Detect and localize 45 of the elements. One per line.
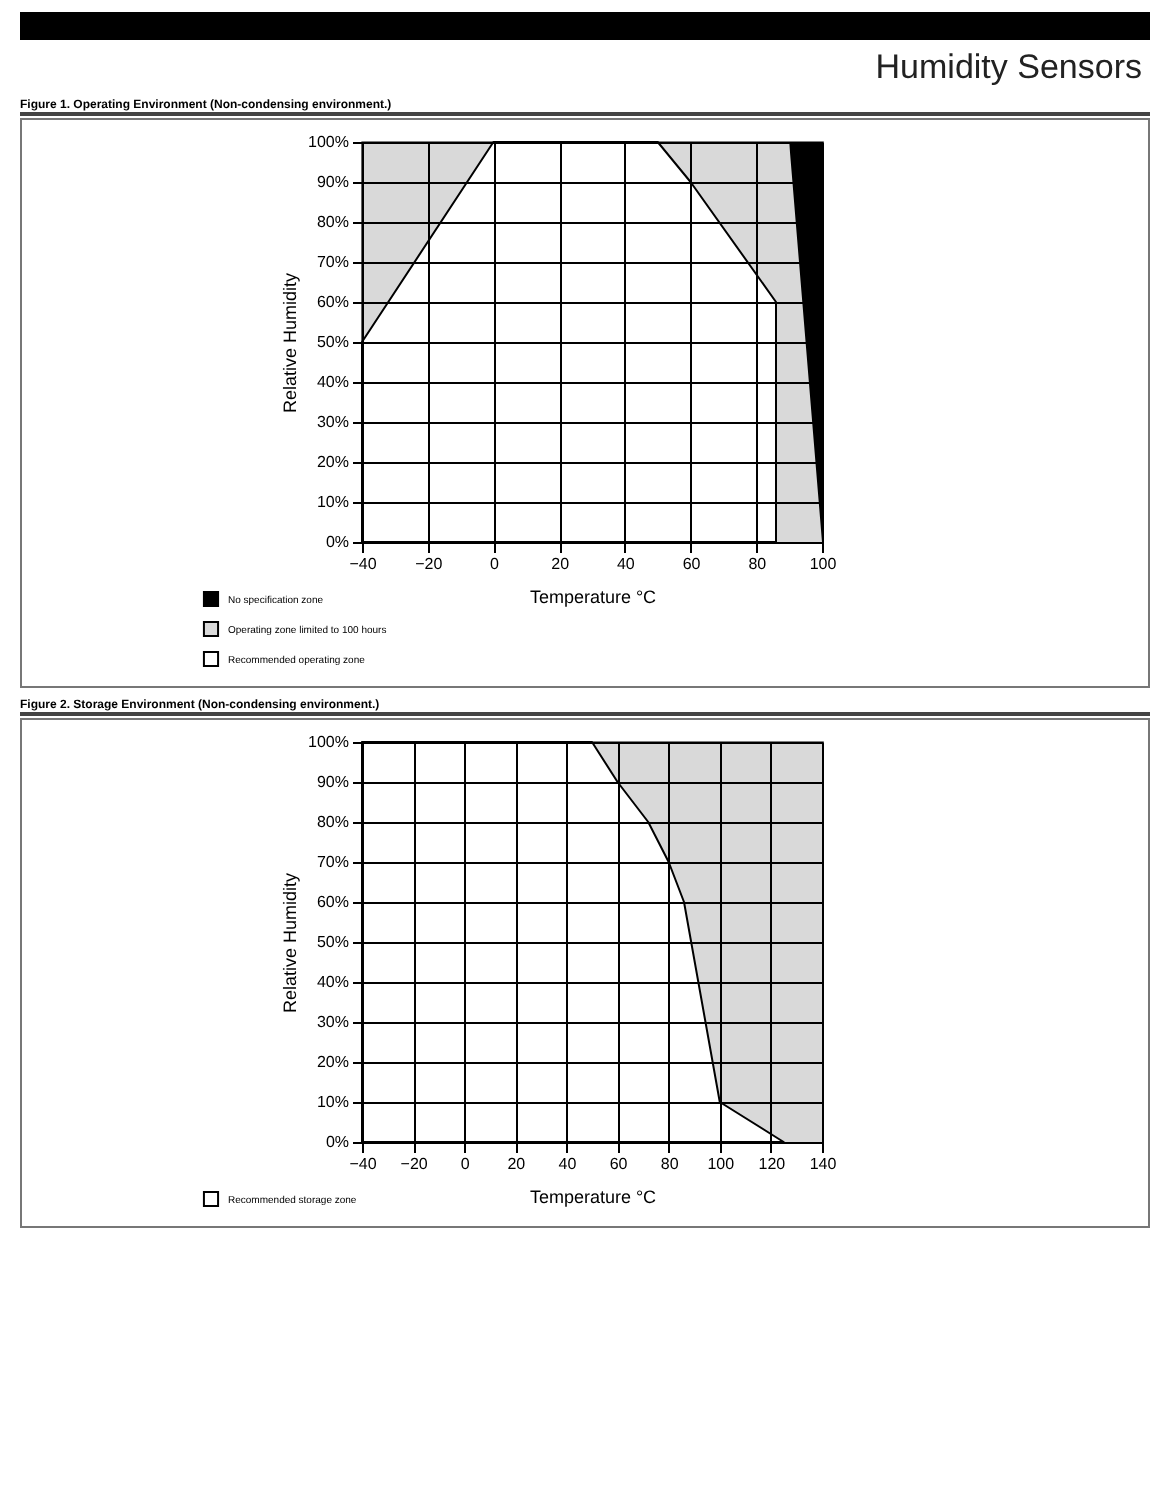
text: Humidity Sensors <box>873 48 1142 88</box>
y-tick-label: 90% <box>316 173 349 191</box>
x-axis-title: Temperature °C <box>529 587 658 607</box>
x-tick-label: 100 <box>809 555 838 573</box>
y-tick-label: 40% <box>316 973 349 991</box>
x-tick-label: −20 <box>415 555 444 573</box>
x-tick-label: 100 <box>707 1155 736 1173</box>
x-axis-title: Temperature °C <box>529 1187 658 1207</box>
y-axis-title: Relative Humidity <box>280 871 301 1014</box>
y-tick-label: 60% <box>316 293 349 311</box>
y-tick-label: 90% <box>316 773 349 791</box>
x-tick-label: 20 <box>551 555 571 573</box>
y-tick-label: 10% <box>316 493 349 511</box>
y-tick-label: 80% <box>316 813 349 831</box>
x-tick-label: 40 <box>616 555 636 573</box>
y-tick-label: 100% <box>308 133 349 151</box>
y-tick-label: 50% <box>316 333 349 351</box>
x-tick-label: 0 <box>460 1155 471 1173</box>
y-tick-label: 70% <box>316 853 349 871</box>
x-tick-label: −40 <box>349 555 378 573</box>
y-axis-title: Relative Humidity <box>280 271 301 414</box>
x-tick-label: 140 <box>809 1155 838 1173</box>
x-tick-label: −20 <box>400 1155 429 1173</box>
y-tick-label: 10% <box>316 1093 349 1111</box>
x-tick-label: 120 <box>758 1155 787 1173</box>
x-tick-label: 60 <box>682 555 702 573</box>
x-tick-label: 60 <box>609 1155 629 1173</box>
x-tick-label: −40 <box>349 1155 378 1173</box>
y-tick-label: 30% <box>316 1013 349 1031</box>
y-tick-label: 100% <box>308 733 349 751</box>
x-tick-label: 80 <box>748 555 768 573</box>
x-tick-label: 40 <box>558 1155 578 1173</box>
y-tick-label: 0% <box>325 1133 349 1151</box>
y-tick-label: 80% <box>316 213 349 231</box>
y-tick-label: 70% <box>316 253 349 271</box>
y-tick-label: 0% <box>325 533 349 551</box>
y-tick-label: 40% <box>316 373 349 391</box>
x-tick-label: 0 <box>489 555 500 573</box>
y-tick-label: 30% <box>316 413 349 431</box>
x-tick-label: 20 <box>507 1155 527 1173</box>
y-tick-label: 50% <box>316 933 349 951</box>
y-tick-label: 20% <box>316 453 349 471</box>
y-tick-label: 60% <box>316 893 349 911</box>
x-tick-label: 80 <box>660 1155 680 1173</box>
y-tick-label: 20% <box>316 1053 349 1071</box>
